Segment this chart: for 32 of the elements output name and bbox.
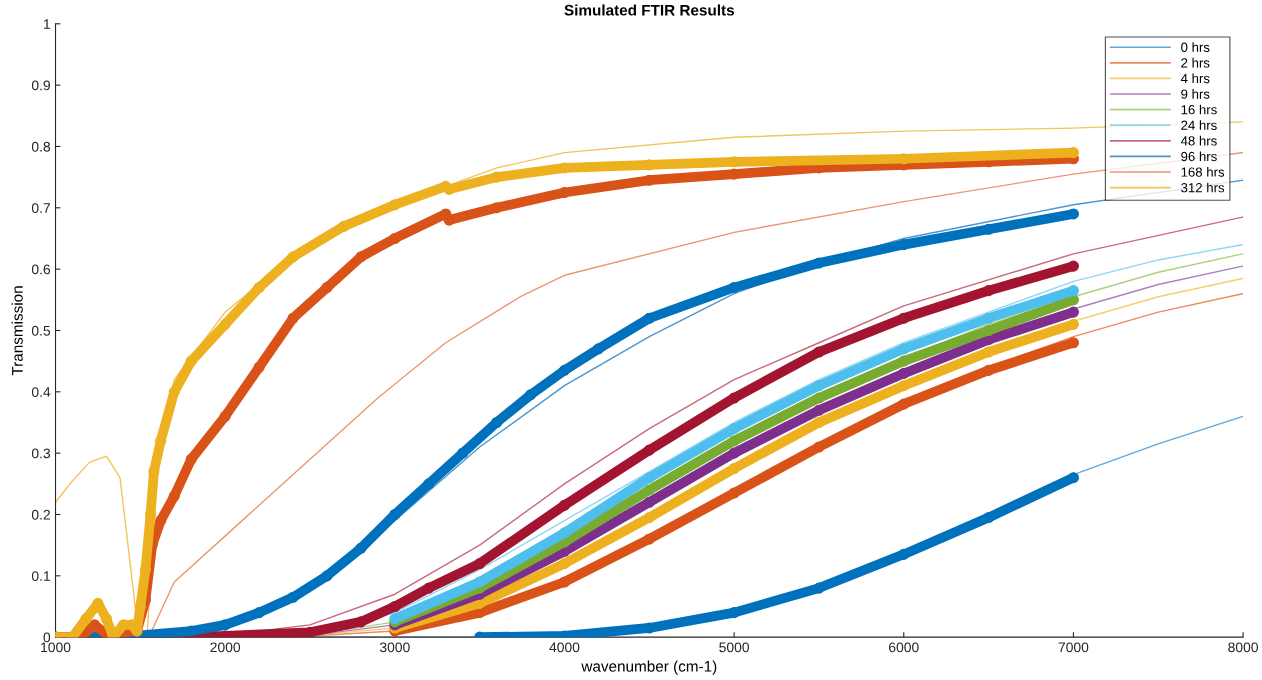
y-tick-label: 0.8: [31, 141, 51, 152]
x-tick-label: 5000: [719, 642, 750, 653]
legend-label: 9 hrs: [1181, 89, 1210, 99]
chart-title: Simulated FTIR Results: [564, 4, 734, 16]
legend-label: 168 hrs: [1181, 167, 1225, 177]
x-tick-label: 8000: [1228, 642, 1258, 653]
y-tick-label: 0.7: [31, 203, 50, 213]
legend-label: 4 hrs: [1180, 73, 1210, 84]
x-tick-label: 3000: [379, 642, 410, 653]
x-axis-title: wavenumber (cm-1): [581, 660, 717, 675]
x-tick-label: 1000: [41, 642, 71, 653]
x-tick-label: 7000: [1058, 642, 1089, 653]
y-tick-label: 0.2: [31, 509, 50, 520]
y-tick-label: 0.1: [31, 571, 50, 581]
y-tick-label: 1: [44, 19, 50, 29]
legend-label: 48 hrs: [1180, 135, 1217, 146]
y-tick-label: 0.3: [31, 448, 51, 459]
legend-label: 24 hrs: [1181, 120, 1217, 130]
y-tick-label: 0.6: [31, 264, 51, 275]
legend-label: 96 hrs: [1181, 151, 1217, 162]
x-tick-label: 4000: [549, 642, 580, 653]
x-tick-label: 6000: [889, 642, 919, 653]
y-tick-label: 0.4: [31, 387, 51, 397]
legend-label: 16 hrs: [1181, 104, 1217, 115]
legend-label: 312 hrs: [1181, 182, 1225, 193]
legend-label: 0 hrs: [1181, 42, 1210, 52]
x-tick-label: 2000: [210, 642, 241, 653]
y-axis-title: Transmission: [11, 286, 23, 376]
y-tick-label: 0: [43, 632, 51, 643]
legend-label: 2 hrs: [1181, 57, 1210, 68]
y-tick-label: 0.9: [31, 80, 51, 91]
y-tick-label: 0.5: [31, 325, 51, 336]
